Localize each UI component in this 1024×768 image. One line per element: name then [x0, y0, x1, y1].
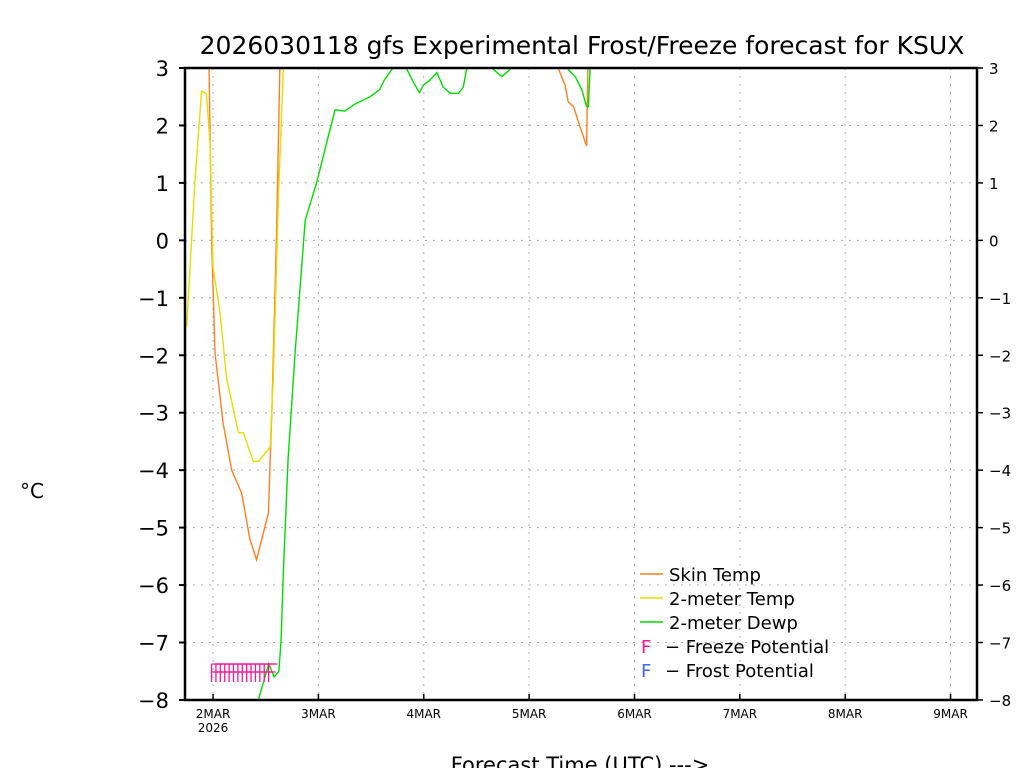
y-tick-label-right: −6: [989, 577, 1011, 595]
y-tick-label-left: −4: [138, 459, 169, 483]
y-tick-label-left: −7: [138, 632, 169, 656]
y-tick-label-left: 0: [156, 229, 169, 253]
freeze-marks: [210, 663, 278, 682]
y-tick-label-left: 1: [156, 172, 169, 196]
x-tick-label: 7MAR: [723, 707, 758, 721]
y-tick-label-right: −1: [989, 290, 1011, 308]
y-tick-label-left: −1: [138, 287, 169, 311]
legend-frost-letter: F: [641, 661, 651, 682]
chart-title: 2026030118 gfs Experimental Frost/Freeze…: [200, 31, 965, 60]
x-tick-label: 3MAR: [301, 707, 336, 721]
legend-label-skin: Skin Temp: [669, 565, 761, 586]
series-line-skin-temp: [208, 68, 589, 563]
y-tick-label-right: −2: [989, 347, 1011, 365]
legend-label-t2m: 2-meter Temp: [669, 589, 795, 610]
x-tick-label: 4MAR: [406, 707, 441, 721]
y-tick-label-right: −8: [989, 692, 1011, 710]
y-tick-label-right: 0: [989, 232, 999, 250]
legend: Skin Temp 2-meter Temp 2-meter Dewp F − …: [640, 565, 829, 682]
x-axis-label: Forecast Time (UTC) --->: [451, 753, 710, 768]
x-tick-label: 2MAR: [196, 707, 231, 721]
y-tick-label-left: 3: [156, 57, 169, 81]
legend-freeze-text: − Freeze Potential: [665, 637, 829, 658]
curves: [186, 68, 591, 700]
grid: [185, 68, 977, 700]
y-tick-label-left: 2: [156, 114, 169, 138]
legend-frost-text: − Frost Potential: [665, 661, 814, 682]
legend-label-dewp: 2-meter Dewp: [669, 613, 798, 634]
freeze-potential-mark: [267, 663, 278, 682]
x-tick-sublabel: 2026: [198, 721, 229, 735]
x-tick-label: 9MAR: [933, 707, 968, 721]
x-tick-label: 5MAR: [512, 707, 547, 721]
y-tick-label-right: 3: [989, 60, 999, 78]
y-tick-label-right: −4: [989, 462, 1011, 480]
y-tick-label-right: 1: [989, 175, 999, 193]
y-axis-label: °C: [20, 479, 44, 503]
y-tick-label-right: −3: [989, 405, 1011, 423]
y-ticks: 3 3 2 2 1 1 0 0 −1 −1 −2 −2 −3 −3 −4 −4 −5 −5 −6 −6 −7 −7 −8 −8: [138, 57, 1011, 713]
y-tick-label-right: −7: [989, 635, 1011, 653]
y-tick-label-left: −5: [138, 517, 169, 541]
x-tick-label: 8MAR: [828, 707, 863, 721]
x-tick-label: 6MAR: [617, 707, 652, 721]
plot-frame: [183, 66, 979, 702]
series-line-2-meter-temp: [186, 68, 285, 463]
y-tick-label-right: −5: [989, 520, 1011, 538]
y-tick-label-left: −3: [138, 402, 169, 426]
y-tick-label-left: −6: [138, 574, 169, 598]
series-line-2-meter-dewp: [257, 68, 591, 700]
legend-freeze-letter: F: [641, 637, 651, 658]
y-tick-label-left: −2: [138, 344, 169, 368]
y-tick-label-right: 2: [989, 117, 999, 135]
y-tick-label-left: −8: [138, 689, 169, 713]
